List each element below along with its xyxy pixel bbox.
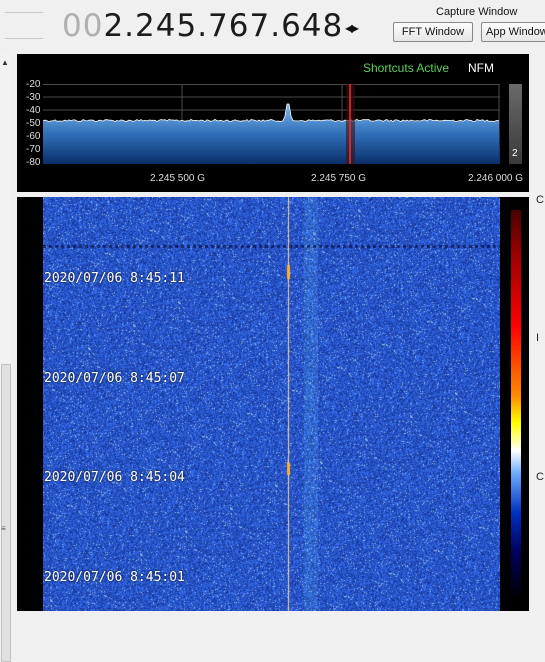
frequency-leading-zeros: 00 [62, 8, 104, 44]
y-tick-label: -30 [26, 92, 41, 103]
gain-value: 2 [512, 148, 518, 159]
y-tick-label: -20 [26, 79, 41, 90]
y-tick-label: -80 [26, 157, 41, 168]
frequency-step-arrows-icon[interactable]: ◂▸ [345, 20, 359, 37]
grip-line [5, 12, 43, 13]
y-tick-label: -40 [26, 105, 41, 116]
waterfall-timestamp: 2020/07/06 8:45:04 [44, 470, 185, 485]
y-tick-label: -70 [26, 144, 41, 155]
waterfall-color-scale [511, 210, 521, 598]
y-tick-label: -50 [26, 118, 41, 129]
vertical-scrollbar[interactable]: ▲ ≡ [0, 54, 11, 662]
frequency-value: 2.245.767.648 [103, 8, 344, 44]
shortcuts-status: Shortcuts Active [363, 61, 450, 75]
fft-window-button[interactable]: FFT Window [393, 22, 473, 42]
waterfall-timestamp: 2020/07/06 8:45:01 [44, 570, 185, 585]
x-tick-label: 2.245 750 G [311, 173, 367, 184]
frequency-display[interactable]: 002.245.767.648 [62, 8, 343, 44]
waterfall-timestamp: 2020/07/06 8:45:07 [44, 371, 185, 386]
grip-line [5, 38, 43, 39]
gain-bar[interactable] [509, 84, 522, 164]
waterfall-display[interactable] [43, 197, 500, 611]
spectrum-trace [43, 103, 500, 123]
scrollbar-grip-icon: ≡ [1, 524, 6, 533]
edge-label: C [536, 194, 544, 206]
y-tick-label: -60 [26, 131, 41, 142]
x-tick-label: 2.245 500 G [150, 173, 206, 184]
x-tick-label: 2.246 000 G [468, 173, 524, 184]
app-window-button[interactable]: App Window [481, 22, 545, 42]
toolbar-grip [0, 0, 50, 52]
edge-label: I [536, 332, 540, 344]
waterfall-timestamp: 2020/07/06 8:45:11 [44, 271, 185, 286]
spectrum-plot[interactable] [43, 84, 500, 164]
edge-label: C [536, 471, 544, 483]
spectrum-fill [43, 104, 500, 164]
scroll-up-arrow-icon[interactable]: ▲ [1, 58, 9, 67]
demod-mode[interactable]: NFM [468, 61, 494, 75]
scrollbar-thumb[interactable] [1, 364, 11, 662]
capture-window-title: Capture Window [436, 6, 518, 18]
